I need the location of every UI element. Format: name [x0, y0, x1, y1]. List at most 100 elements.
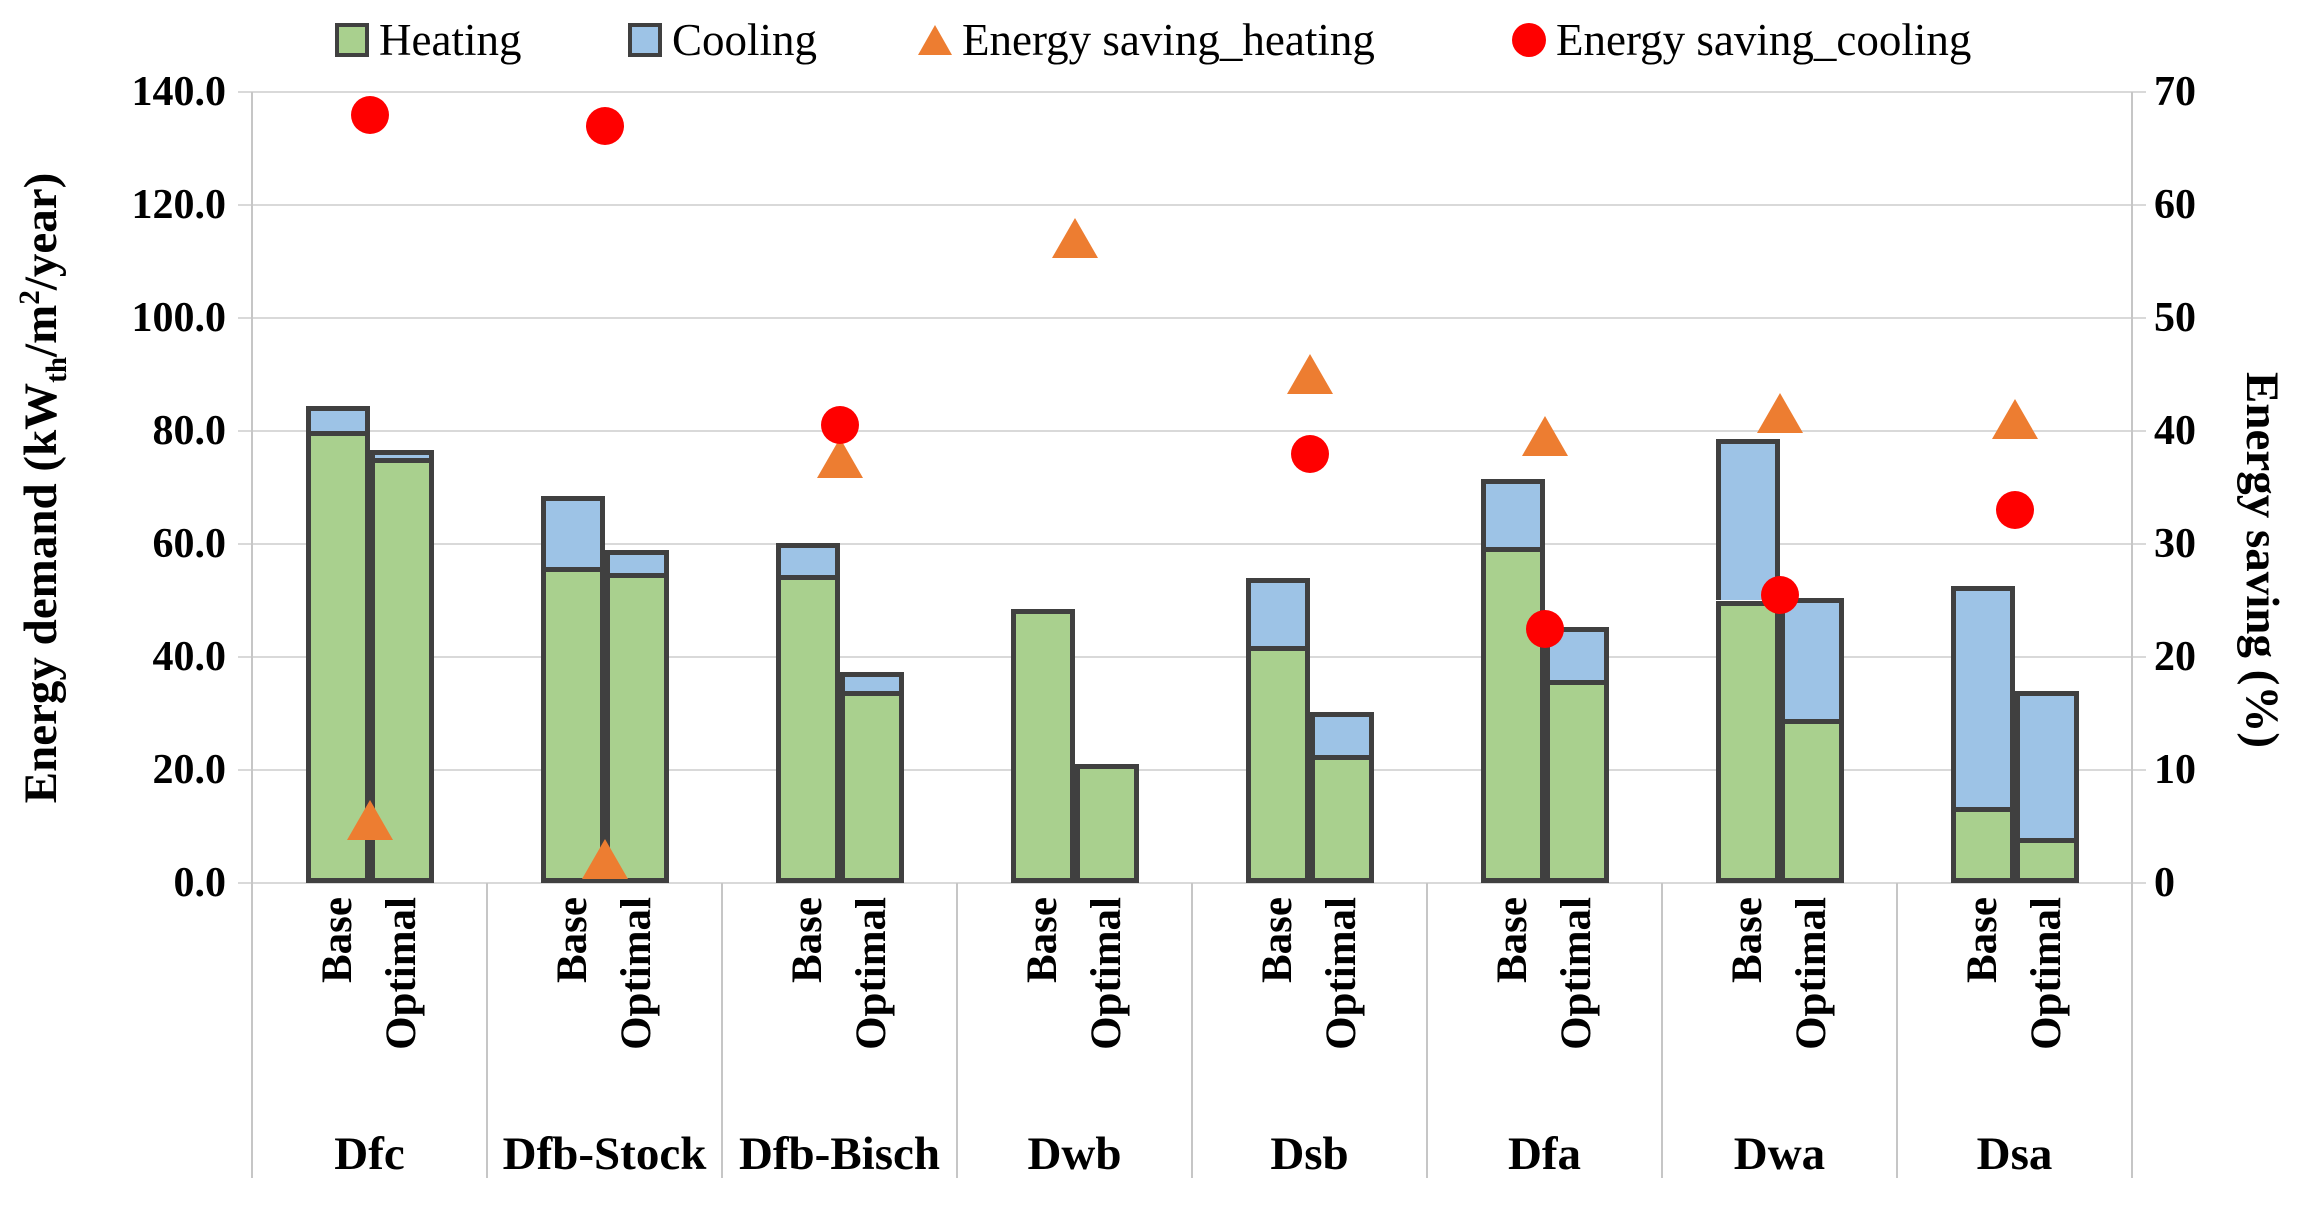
bar-heating-Dfa-Optimal: [1544, 679, 1609, 883]
x-label-Base-Dwa: Base: [1723, 897, 1771, 983]
bar-cooling-Dsb-Optimal: [1309, 712, 1374, 755]
category-label-Dfc: Dfc: [334, 1128, 405, 1180]
category-label-Dsb: Dsb: [1270, 1128, 1349, 1180]
marker-saving-heating-Dfa: [1521, 415, 1568, 456]
right-tick-60: 60: [2154, 182, 2196, 228]
bar-heating-Dfb-Bisch-Optimal: [839, 690, 904, 883]
marker-saving-cooling-Dsb: [1290, 434, 1329, 473]
right-tick-70: 70: [2154, 69, 2196, 115]
marker-saving-cooling-Dfa: [1525, 609, 1564, 648]
left-tick-140.0: 140.0: [131, 69, 227, 115]
marker-saving-heating-Dfc: [346, 799, 393, 840]
marker-saving-cooling-Dsa: [1995, 491, 2034, 530]
category-separator: [1896, 883, 1898, 1178]
left-axis-title-segment: th: [41, 356, 74, 383]
left-axis-title: Energy demand (kWth/m2/year): [14, 173, 74, 804]
x-label-Optimal-Dfa: Optimal: [1552, 897, 1600, 1050]
bar-cooling-Dfc-Base: [305, 405, 370, 431]
category-separator: [1661, 883, 1663, 1178]
marker-saving-heating-Dsa: [1991, 398, 2038, 439]
category-separator: [251, 883, 253, 1178]
x-label-Optimal-Dfb-Stock: Optimal: [612, 897, 660, 1050]
category-separator: [2131, 883, 2133, 1178]
category-separator: [1426, 883, 1428, 1178]
bar-cooling-Dsa-Optimal: [2014, 690, 2079, 838]
marker-saving-cooling-Dfb-Bisch: [820, 406, 859, 445]
saving-cooling-legend-circle-icon: [1512, 23, 1546, 57]
right-tick-10: 10: [2154, 747, 2196, 793]
gridline-60.0: [238, 543, 2146, 545]
bar-cooling-Dsa-Base: [1950, 586, 2015, 807]
legend-item-saving-heating: Energy saving_heating: [918, 14, 1375, 66]
bar-cooling-Dfa-Base: [1480, 479, 1545, 547]
gridline-120.0: [238, 204, 2146, 206]
bar-heating-Dwa-Optimal: [1779, 719, 1844, 883]
bar-heating-Dfa-Base: [1480, 546, 1545, 883]
x-label-Base-Dfb-Stock: Base: [548, 897, 596, 983]
category-separator: [1191, 883, 1193, 1178]
category-label-Dfb-Bisch: Dfb-Bisch: [738, 1128, 941, 1180]
bar-heating-Dsb-Base: [1245, 645, 1310, 883]
left-tick-60.0: 60.0: [152, 521, 227, 567]
left-axis-line: [251, 92, 253, 885]
right-tick-50: 50: [2154, 295, 2196, 341]
bar-heating-Dfb-Stock-Optimal: [604, 573, 669, 883]
legend-label-saving-cooling: Energy saving_cooling: [1556, 15, 1972, 65]
gridline-140.0: [238, 91, 2146, 93]
left-tick-100.0: 100.0: [131, 295, 227, 341]
bar-cooling-Dwa-Base: [1715, 439, 1780, 601]
saving-heating-legend-triangle-icon: [918, 25, 952, 55]
marker-saving-heating-Dsb: [1286, 353, 1333, 394]
category-label-Dwb: Dwb: [1027, 1128, 1122, 1180]
cooling-legend-square-icon: [628, 23, 662, 57]
bar-heating-Dsb-Optimal: [1309, 754, 1374, 883]
x-label-Base-Dsb: Base: [1253, 897, 1301, 983]
bar-cooling-Dfb-Bisch-Optimal: [839, 671, 904, 691]
bar-heating-Dwb-Optimal: [1074, 764, 1139, 883]
left-tick-20.0: 20.0: [152, 747, 227, 793]
legend-label-saving-heating: Energy saving_heating: [962, 15, 1375, 65]
category-label-Dsa: Dsa: [1976, 1128, 2053, 1180]
bar-cooling-Dwa-Optimal: [1779, 597, 1844, 720]
x-label-Optimal-Dsa: Optimal: [2022, 897, 2070, 1050]
right-axis-line: [2131, 92, 2133, 885]
bar-heating-Dsa-Base: [1950, 806, 2015, 883]
bar-cooling-Dfb-Stock-Optimal: [604, 549, 669, 574]
x-label-Base-Dfc: Base: [313, 897, 361, 983]
x-label-Base-Dfa: Base: [1488, 897, 1536, 983]
category-separator: [721, 883, 723, 1178]
bar-heating-Dfb-Stock-Base: [540, 566, 605, 883]
x-label-Optimal-Dwb: Optimal: [1082, 897, 1130, 1050]
gridline-40.0: [238, 656, 2146, 658]
marker-saving-heating-Dwb: [1051, 217, 1098, 258]
x-label-Optimal-Dsb: Optimal: [1317, 897, 1365, 1050]
legend-item-saving-cooling: Energy saving_cooling: [1512, 14, 1971, 66]
x-label-Optimal-Dfc: Optimal: [377, 897, 425, 1050]
category-label-Dfa: Dfa: [1507, 1128, 1582, 1180]
x-label-Base-Dfb-Bisch: Base: [783, 897, 831, 983]
marker-saving-heating-Dfb-Stock: [581, 839, 628, 880]
marker-saving-heating-Dfb-Bisch: [816, 438, 863, 479]
right-tick-30: 30: [2154, 521, 2196, 567]
bar-cooling-Dfb-Bisch-Base: [775, 542, 840, 576]
category-separator: [486, 883, 488, 1178]
right-tick-20: 20: [2154, 634, 2196, 680]
x-label-Base-Dwb: Base: [1018, 897, 1066, 983]
legend-item-cooling: Cooling: [628, 14, 817, 66]
marker-saving-heating-Dwa: [1756, 393, 1803, 434]
x-label-Optimal-Dfb-Bisch: Optimal: [847, 897, 895, 1050]
bar-cooling-Dfb-Stock-Base: [540, 495, 605, 567]
gridline-100.0: [238, 317, 2146, 319]
marker-saving-cooling-Dfc: [350, 95, 389, 134]
bar-cooling-Dfc-Optimal: [369, 449, 434, 459]
marker-saving-cooling-Dfb-Stock: [585, 106, 624, 145]
bar-heating-Dwa-Base: [1715, 600, 1780, 883]
gridline-80.0: [238, 430, 2146, 432]
marker-saving-cooling-Dwa: [1760, 575, 1799, 614]
right-tick-0: 0: [2154, 860, 2175, 906]
bar-heating-Dsa-Optimal: [2014, 837, 2079, 883]
right-tick-40: 40: [2154, 408, 2196, 454]
legend-item-heating: Heating: [335, 14, 521, 66]
left-axis-title-segment: 2: [14, 290, 47, 305]
